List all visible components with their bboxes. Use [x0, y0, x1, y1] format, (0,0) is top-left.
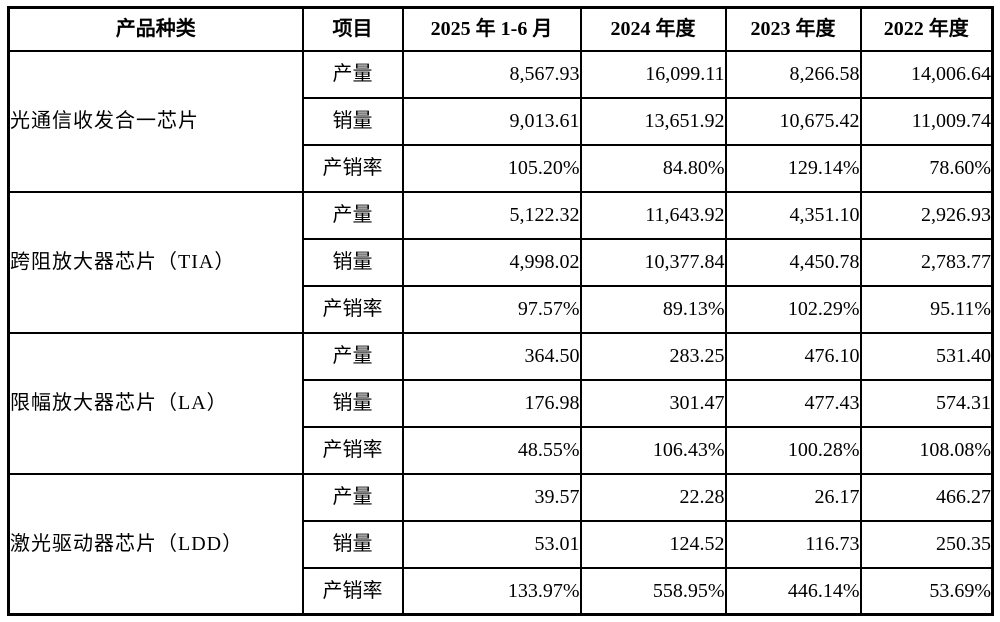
value-cell: 53.69%	[859, 566, 994, 616]
metric-cell: 销量	[301, 519, 404, 569]
value-cell: 48.55%	[401, 425, 582, 475]
production-sales-table: 产品种类 项目 2025 年 1-6 月 2024 年度 2023 年度 202…	[7, 6, 994, 616]
metric-cell: 销量	[301, 96, 404, 146]
value-cell: 95.11%	[859, 284, 994, 334]
value-cell: 176.98	[401, 378, 582, 428]
value-cell: 4,351.10	[724, 190, 862, 240]
header-2022: 2022 年度	[859, 6, 994, 52]
value-cell: 106.43%	[579, 425, 727, 475]
header-2023: 2023 年度	[724, 6, 862, 52]
value-cell: 129.14%	[724, 143, 862, 193]
value-cell: 476.10	[724, 331, 862, 381]
value-cell: 250.35	[859, 519, 994, 569]
table-row: 销量 176.98 301.47 477.43 574.31	[9, 378, 994, 428]
value-cell: 4,450.78	[724, 237, 862, 287]
product-cell-la: 限幅放大器芯片（LA）	[7, 331, 304, 475]
value-cell: 14,006.64	[859, 49, 994, 99]
value-cell: 26.17	[724, 472, 862, 522]
value-cell: 11,009.74	[859, 96, 994, 146]
metric-cell: 产销率	[301, 425, 404, 475]
value-cell: 9,013.61	[401, 96, 582, 146]
table-row: 产销率 97.57% 89.13% 102.29% 95.11%	[9, 284, 994, 334]
table-row: 跨阻放大器芯片（TIA） 产量 5,122.32 11,643.92 4,351…	[7, 190, 994, 334]
value-cell: 8,567.93	[401, 49, 582, 99]
table-row: 激光驱动器芯片（LDD） 产量 39.57 22.28 26.17 466.27	[7, 472, 994, 616]
table-header-row: 产品种类 项目 2025 年 1-6 月 2024 年度 2023 年度 202…	[7, 6, 994, 52]
value-cell: 97.57%	[401, 284, 582, 334]
header-2024: 2024 年度	[579, 6, 727, 52]
metric-cell: 产销率	[301, 143, 404, 193]
value-cell: 78.60%	[859, 143, 994, 193]
product-cell-ldd: 激光驱动器芯片（LDD）	[7, 472, 304, 616]
value-cell: 105.20%	[401, 143, 582, 193]
value-cell: 10,377.84	[579, 237, 727, 287]
table-row: 产销率 133.97% 558.95% 446.14% 53.69%	[9, 566, 994, 616]
value-cell: 558.95%	[579, 566, 727, 616]
value-cell: 116.73	[724, 519, 862, 569]
value-cell: 102.29%	[724, 284, 862, 334]
value-cell: 5,122.32	[401, 190, 582, 240]
value-cell: 2,783.77	[859, 237, 994, 287]
value-cell: 16,099.11	[579, 49, 727, 99]
table-row: 产销率 48.55% 106.43% 100.28% 108.08%	[9, 425, 994, 475]
value-cell: 22.28	[579, 472, 727, 522]
value-cell: 446.14%	[724, 566, 862, 616]
table-row: 销量 4,998.02 10,377.84 4,450.78 2,783.77	[9, 237, 994, 287]
value-cell: 364.50	[401, 331, 582, 381]
table-row: 产销率 105.20% 84.80% 129.14% 78.60%	[9, 143, 994, 193]
value-cell: 124.52	[579, 519, 727, 569]
value-cell: 53.01	[401, 519, 582, 569]
metric-cell: 产量	[301, 472, 404, 522]
table-row: 销量 9,013.61 13,651.92 10,675.42 11,009.7…	[9, 96, 994, 146]
value-cell: 301.47	[579, 378, 727, 428]
value-cell: 133.97%	[401, 566, 582, 616]
value-cell: 84.80%	[579, 143, 727, 193]
header-item: 项目	[301, 6, 404, 52]
metric-cell: 产量	[301, 331, 404, 381]
product-cell-tia: 跨阻放大器芯片（TIA）	[7, 190, 304, 334]
metric-cell: 销量	[301, 378, 404, 428]
header-2025h1: 2025 年 1-6 月	[401, 6, 582, 52]
value-cell: 108.08%	[859, 425, 994, 475]
metric-cell: 销量	[301, 237, 404, 287]
value-cell: 11,643.92	[579, 190, 727, 240]
value-cell: 89.13%	[579, 284, 727, 334]
metric-cell: 产销率	[301, 284, 404, 334]
table-row: 光通信收发合一芯片 产量 8,567.93 16,099.11 8,266.58…	[7, 49, 994, 193]
value-cell: 466.27	[859, 472, 994, 522]
value-cell: 531.40	[859, 331, 994, 381]
value-cell: 39.57	[401, 472, 582, 522]
table-row: 限幅放大器芯片（LA） 产量 364.50 283.25 476.10 531.…	[7, 331, 994, 475]
metric-cell: 产量	[301, 49, 404, 99]
value-cell: 100.28%	[724, 425, 862, 475]
value-cell: 8,266.58	[724, 49, 862, 99]
value-cell: 574.31	[859, 378, 994, 428]
value-cell: 13,651.92	[579, 96, 727, 146]
value-cell: 477.43	[724, 378, 862, 428]
metric-cell: 产销率	[301, 566, 404, 616]
metric-cell: 产量	[301, 190, 404, 240]
value-cell: 283.25	[579, 331, 727, 381]
value-cell: 2,926.93	[859, 190, 994, 240]
product-cell-transceiver: 光通信收发合一芯片	[7, 49, 304, 193]
table-row: 销量 53.01 124.52 116.73 250.35	[9, 519, 994, 569]
value-cell: 10,675.42	[724, 96, 862, 146]
header-product-category: 产品种类	[7, 6, 304, 52]
value-cell: 4,998.02	[401, 237, 582, 287]
